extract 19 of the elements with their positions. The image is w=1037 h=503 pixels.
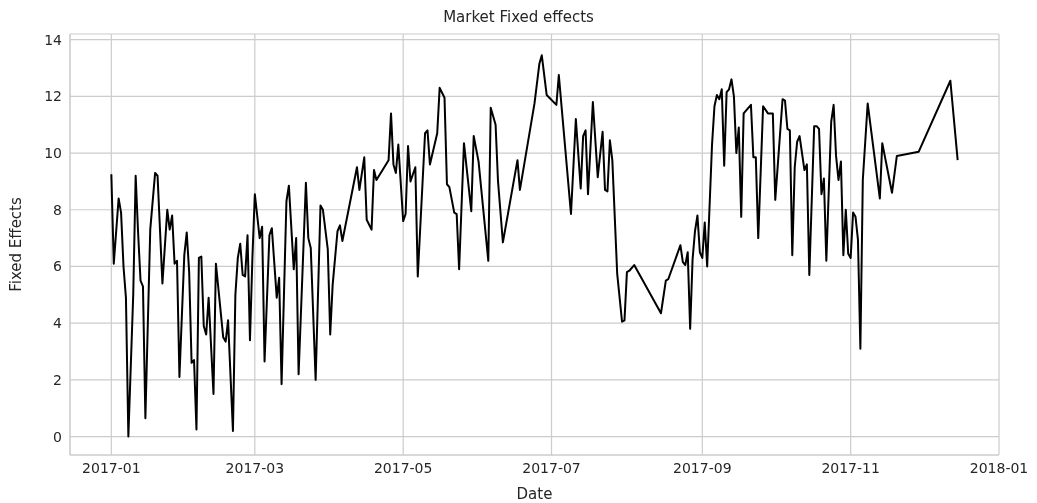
- y-tick-label: 2: [53, 371, 62, 388]
- line-series: [110, 54, 959, 438]
- x-tick-label: 2017-05: [373, 459, 433, 476]
- x-axis-title: Date: [516, 485, 553, 503]
- x-tick-label: 2017-03: [225, 459, 285, 476]
- x-tick-label: 2017-07: [522, 459, 581, 476]
- y-tick-label: 6: [53, 258, 63, 275]
- y-tick-label: 10: [44, 145, 62, 162]
- x-tick-label: 2017-09: [673, 459, 732, 476]
- y-axis-title: Fixed Effects: [7, 197, 26, 292]
- y-tick-label: 0: [53, 428, 62, 445]
- chart-title: Market Fixed effects: [442, 8, 595, 28]
- x-tick-label: 2017-11: [821, 459, 880, 476]
- y-tick-label: 12: [44, 88, 62, 105]
- x-tick-label: 2017-01: [82, 459, 141, 476]
- y-tick-label: 14: [44, 31, 63, 48]
- y-tick-label: 4: [53, 315, 63, 332]
- y-tick-label: 8: [53, 201, 62, 218]
- x-tick-label: 2018-01: [969, 459, 1029, 476]
